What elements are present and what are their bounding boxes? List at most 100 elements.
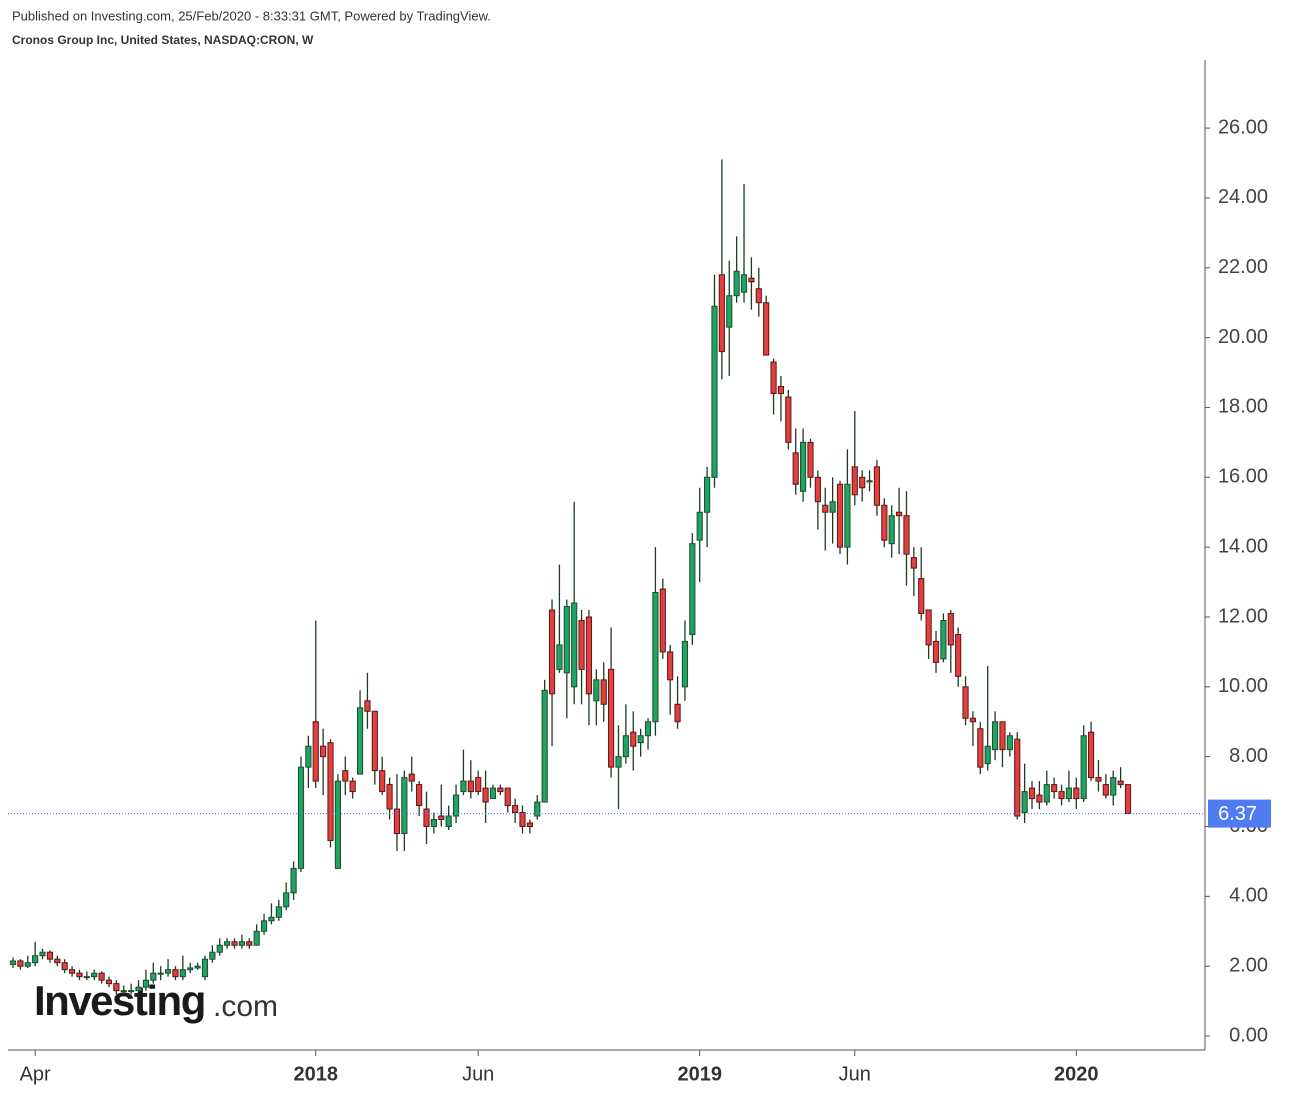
candles bbox=[9, 159, 1132, 995]
candle-body bbox=[578, 619, 585, 670]
candle-body bbox=[445, 815, 452, 828]
candle-body bbox=[150, 972, 157, 981]
candle-body bbox=[54, 958, 61, 964]
candle-body bbox=[83, 976, 90, 979]
candle-body bbox=[940, 619, 947, 660]
logo: Investing .com bbox=[34, 977, 278, 1024]
candle-body bbox=[1124, 784, 1132, 815]
candle-body bbox=[659, 588, 666, 653]
x-tick-label: 2018 bbox=[293, 1063, 338, 1085]
y-tick-label: 8.00 bbox=[1229, 745, 1268, 767]
candle-body bbox=[1087, 731, 1095, 779]
candle-body bbox=[401, 777, 408, 834]
candle-body bbox=[334, 780, 341, 869]
candle-body bbox=[814, 476, 821, 503]
candle-body bbox=[17, 960, 24, 967]
y-tick-label: 2.00 bbox=[1229, 954, 1268, 976]
candle-body bbox=[430, 819, 437, 828]
candle-body bbox=[179, 969, 186, 978]
candle-body bbox=[489, 787, 497, 800]
candle-body bbox=[1043, 784, 1050, 803]
candle-body bbox=[105, 979, 113, 985]
candle-body bbox=[120, 990, 127, 993]
candle-body bbox=[800, 441, 807, 492]
y-tick-label: 24.00 bbox=[1218, 186, 1268, 208]
candle-body bbox=[770, 361, 777, 394]
candle-body bbox=[1065, 787, 1073, 800]
candle-body bbox=[726, 295, 733, 328]
candle-body bbox=[888, 515, 895, 545]
candle-body bbox=[1117, 780, 1124, 786]
y-tick-label: 16.00 bbox=[1218, 466, 1268, 488]
candle-body bbox=[201, 958, 209, 978]
candle-body bbox=[408, 773, 415, 782]
candle-body bbox=[135, 986, 142, 992]
candle-body bbox=[497, 787, 504, 793]
candle-body bbox=[1102, 784, 1109, 796]
candle-body bbox=[740, 274, 748, 293]
candle-body bbox=[142, 979, 149, 988]
candle-body bbox=[305, 745, 312, 768]
candle-body bbox=[342, 770, 349, 782]
candle-body bbox=[866, 480, 873, 483]
candle-body bbox=[46, 951, 54, 960]
candle-body bbox=[696, 511, 703, 541]
candle-body bbox=[157, 972, 164, 975]
candle-body bbox=[187, 967, 194, 971]
candle-body bbox=[216, 944, 223, 953]
candle-body bbox=[393, 808, 401, 834]
candle-body bbox=[955, 633, 962, 677]
candle-body bbox=[600, 679, 607, 705]
candle-body bbox=[556, 644, 563, 670]
candle-body bbox=[932, 640, 940, 663]
candle-body bbox=[763, 302, 770, 356]
candle-body bbox=[674, 703, 681, 723]
candle-body bbox=[416, 784, 423, 807]
logo-main: Investing bbox=[34, 977, 205, 1024]
candle-body bbox=[379, 770, 386, 793]
candle-body bbox=[947, 612, 954, 646]
candle-body bbox=[748, 277, 755, 283]
candle-body bbox=[689, 543, 696, 635]
candle-body bbox=[423, 808, 430, 828]
candle-body bbox=[113, 983, 120, 992]
candle-body bbox=[733, 270, 740, 297]
y-tick-label: 18.00 bbox=[1218, 396, 1268, 418]
candle-body bbox=[438, 815, 445, 821]
candle-body bbox=[903, 515, 910, 555]
candle-body bbox=[622, 735, 629, 758]
candle-body bbox=[475, 777, 482, 793]
candle-body bbox=[585, 616, 593, 695]
candle-body bbox=[460, 780, 467, 793]
candle-body bbox=[593, 679, 600, 702]
y-tick-label: 4.00 bbox=[1229, 885, 1268, 907]
candle-body bbox=[785, 396, 792, 443]
candle-body bbox=[9, 960, 17, 965]
candle-body bbox=[704, 476, 711, 513]
candle-body bbox=[755, 288, 762, 304]
published-note: Published on Investing.com, 25/Feb/2020 … bbox=[12, 8, 491, 23]
candle-body bbox=[209, 951, 216, 960]
candle-body bbox=[364, 700, 371, 712]
candle-body bbox=[452, 794, 460, 817]
candle-body bbox=[164, 969, 172, 974]
candle-body bbox=[1058, 791, 1065, 800]
candle-body bbox=[467, 780, 474, 793]
candle-body bbox=[1021, 791, 1028, 814]
candle-body bbox=[24, 962, 31, 967]
candle-body bbox=[681, 640, 689, 688]
candle-body bbox=[844, 483, 851, 548]
candle-body bbox=[371, 710, 378, 772]
candle-body bbox=[918, 578, 925, 614]
candle-body bbox=[356, 707, 364, 775]
candle-body bbox=[1036, 794, 1043, 803]
candle-body bbox=[238, 941, 245, 946]
candle-body bbox=[128, 990, 135, 993]
candle-body bbox=[637, 735, 644, 744]
y-tick-label: 26.00 bbox=[1218, 116, 1268, 138]
candle-body bbox=[76, 972, 83, 978]
candle-body bbox=[1080, 735, 1087, 800]
candle-body bbox=[91, 972, 98, 978]
symbol-title: Cronos Group Inc, United States, NASDAQ:… bbox=[12, 33, 314, 47]
candle-body bbox=[1051, 784, 1058, 793]
